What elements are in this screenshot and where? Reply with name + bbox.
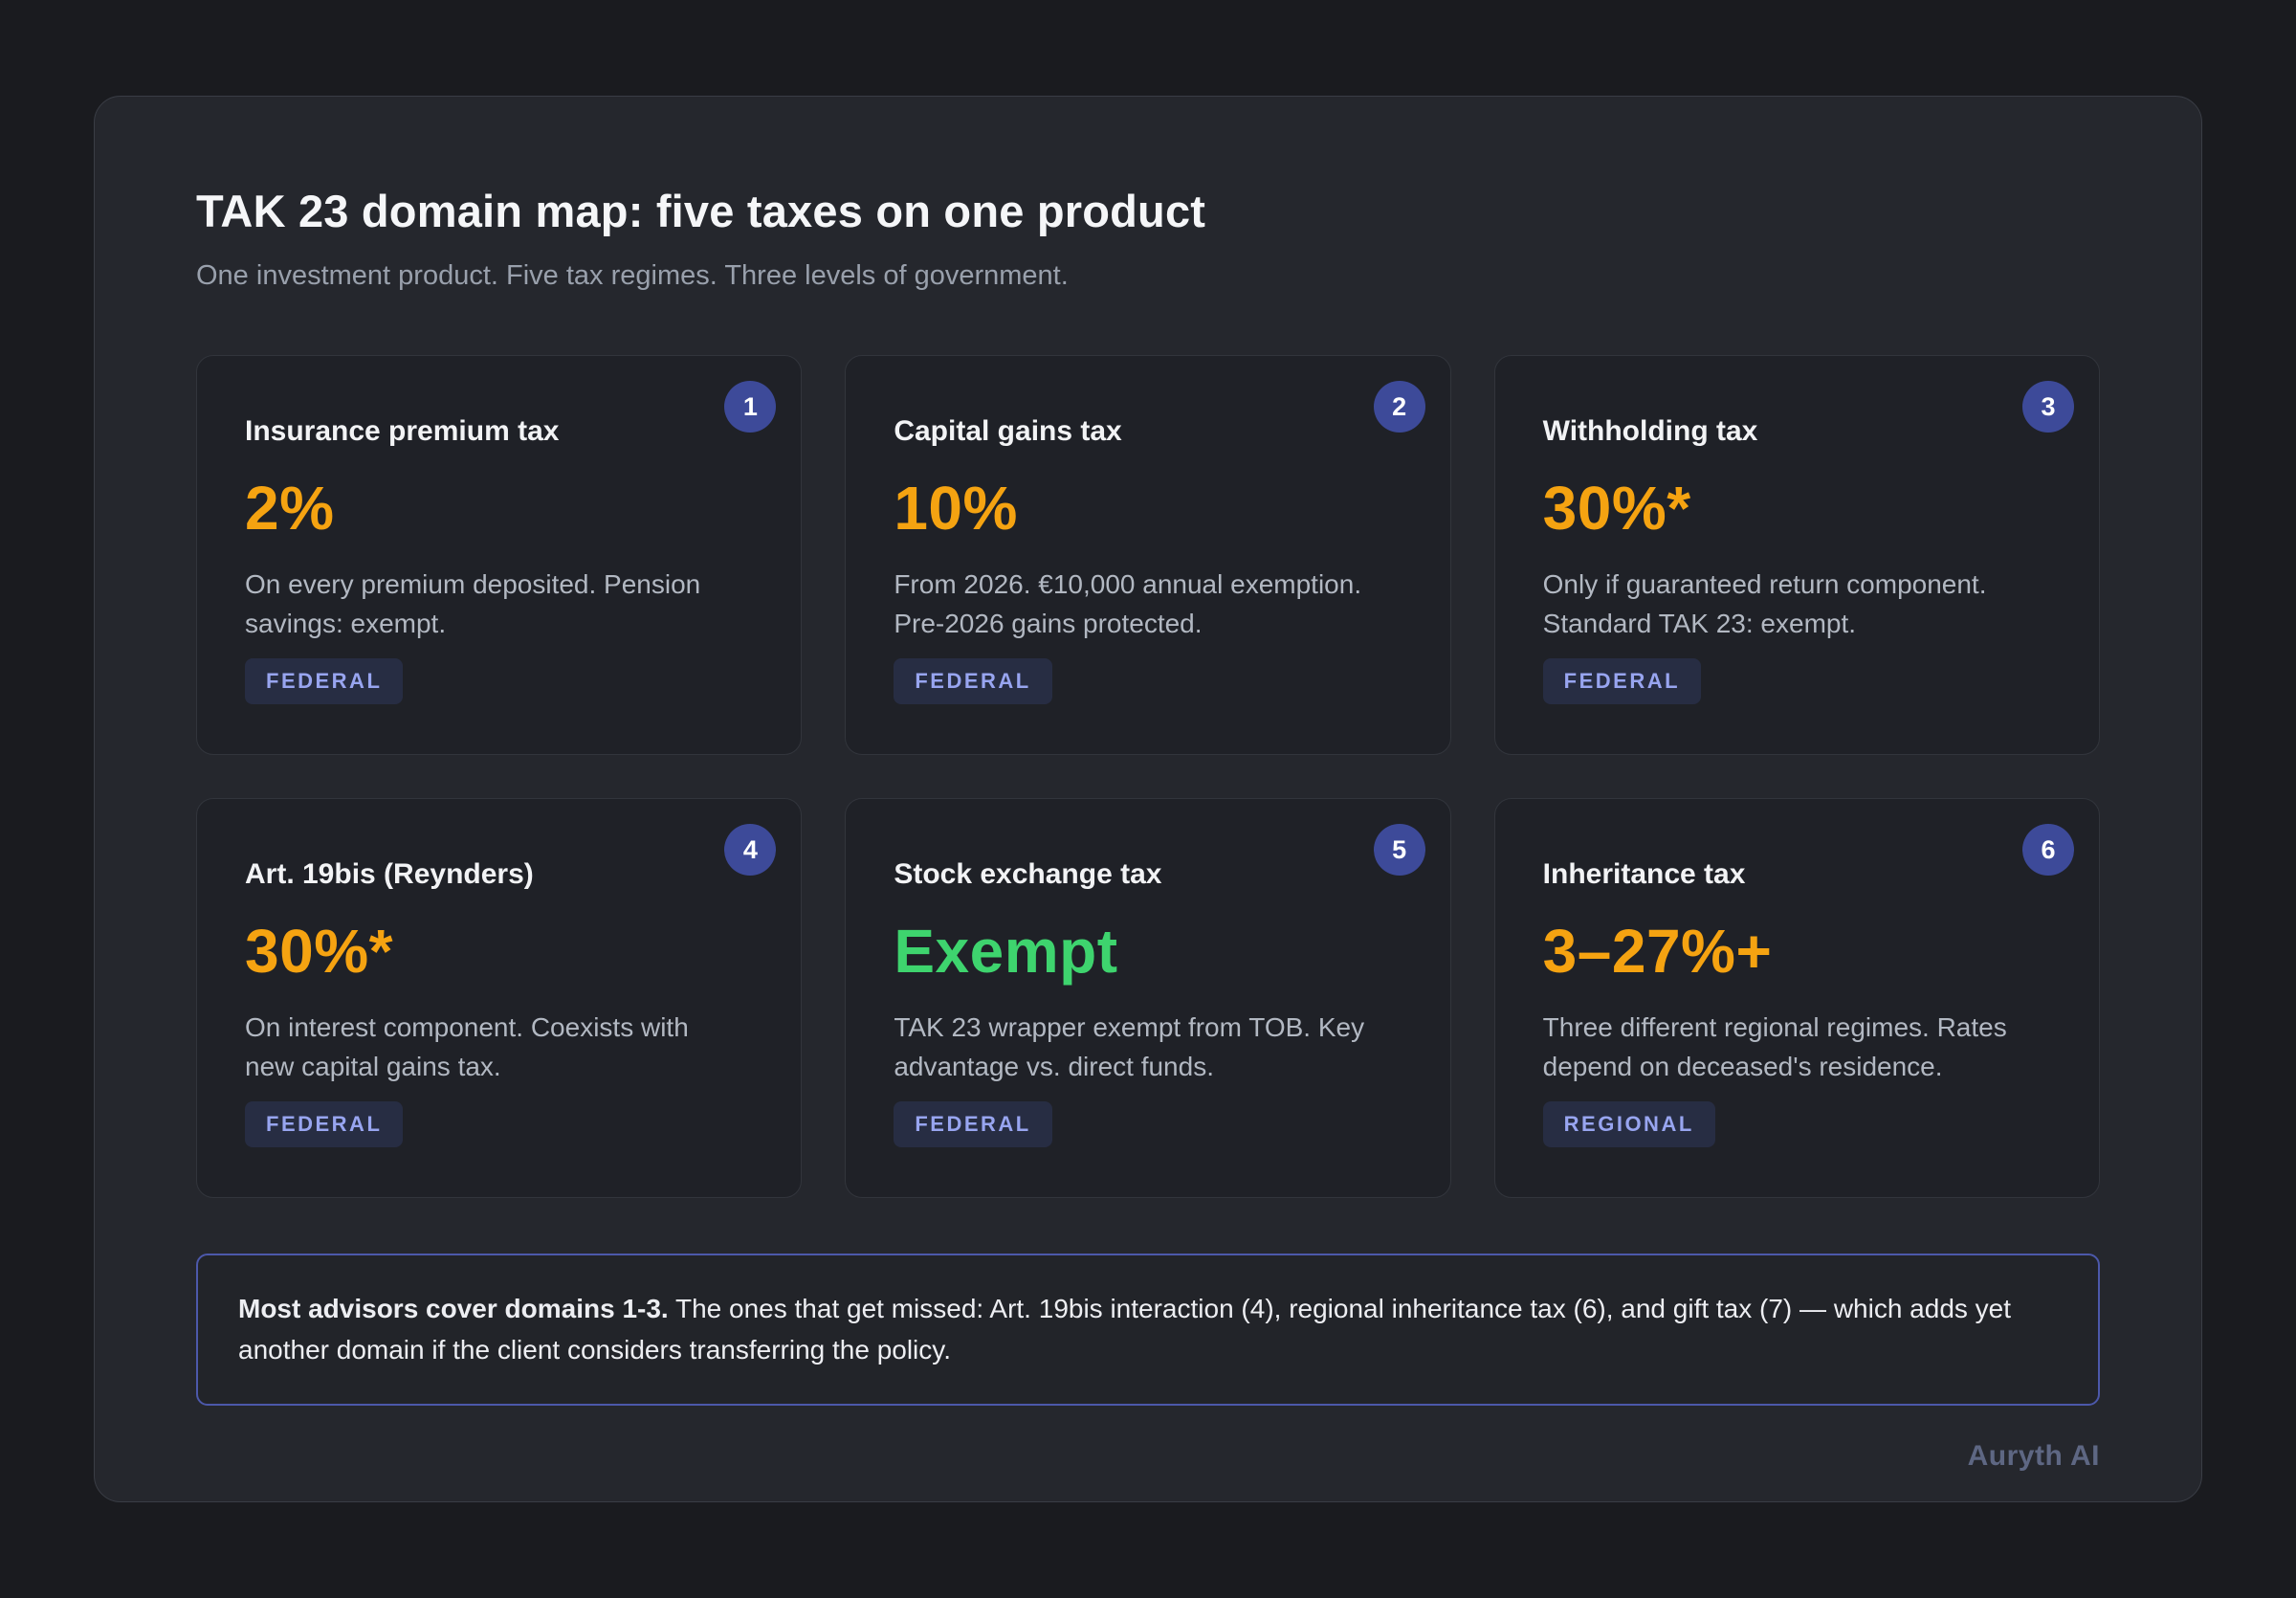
card-rate: 3–27%+: [1542, 917, 1773, 986]
scope-badge: REGIONAL: [1542, 1101, 1715, 1147]
advisor-note-lead: Most advisors cover domains 1-3.: [238, 1294, 669, 1323]
advisor-note: Most advisors cover domains 1-3. The one…: [196, 1254, 2100, 1406]
card-art-19bis: 4 Art. 19bis (Reynders) 30%* On interest…: [196, 798, 803, 1198]
page-subtitle: One investment product. Five tax regimes…: [196, 260, 1069, 291]
card-number-badge: 3: [2021, 381, 2074, 433]
card-title: Withholding tax: [1542, 415, 1758, 447]
page-title: TAK 23 domain map: five taxes on one pro…: [196, 186, 1206, 236]
card-number-badge: 6: [2021, 824, 2074, 876]
card-number-badge: 2: [1373, 381, 1425, 433]
card-rate: 30%*: [245, 917, 393, 986]
card-description: Three different regional regimes. Rates …: [1542, 1012, 2007, 1081]
advisor-note-body: The ones that get missed: Art. 19bis int…: [238, 1294, 2012, 1365]
card-rate: Exempt: [894, 917, 1118, 986]
scope-badge: FEDERAL: [245, 658, 404, 704]
card-title: Stock exchange tax: [894, 858, 1162, 890]
card-description: TAK 23 wrapper exempt from TOB. Key adva…: [894, 1012, 1365, 1081]
card-title: Capital gains tax: [894, 415, 1122, 447]
card-withholding-tax: 3 Withholding tax 30%* Only if guarantee…: [1493, 355, 2100, 755]
card-description: On interest component. Coexists with new…: [245, 1012, 689, 1081]
card-rate: 30%*: [1542, 474, 1691, 543]
card-rate: 10%: [894, 474, 1018, 543]
card-rate: 2%: [245, 474, 335, 543]
tax-card-grid: 1 Insurance premium tax 2% On every prem…: [196, 355, 2100, 1198]
scope-badge: FEDERAL: [1542, 658, 1702, 704]
card-number-badge: 4: [724, 824, 777, 876]
card-description: Only if guaranteed return component. Sta…: [1542, 569, 1987, 638]
card-inheritance-tax: 6 Inheritance tax 3–27%+ Three different…: [1493, 798, 2100, 1198]
scope-badge: FEDERAL: [894, 658, 1052, 704]
card-title: Inheritance tax: [1542, 858, 1746, 890]
card-title: Insurance premium tax: [245, 415, 560, 447]
card-description: On every premium deposited. Pension savi…: [245, 569, 701, 638]
card-insurance-premium-tax: 1 Insurance premium tax 2% On every prem…: [196, 355, 803, 755]
main-panel: TAK 23 domain map: five taxes on one pro…: [94, 96, 2202, 1502]
card-description: From 2026. €10,000 annual exemption. Pre…: [894, 569, 1362, 638]
scope-badge: FEDERAL: [894, 1101, 1052, 1147]
card-number-badge: 5: [1373, 824, 1425, 876]
scope-badge: FEDERAL: [245, 1101, 404, 1147]
card-title: Art. 19bis (Reynders): [245, 858, 534, 890]
card-stock-exchange-tax: 5 Stock exchange tax Exempt TAK 23 wrapp…: [845, 798, 1451, 1198]
card-number-badge: 1: [724, 381, 777, 433]
brand-label: Auryth AI: [1967, 1439, 2100, 1472]
card-capital-gains-tax: 2 Capital gains tax 10% From 2026. €10,0…: [845, 355, 1451, 755]
